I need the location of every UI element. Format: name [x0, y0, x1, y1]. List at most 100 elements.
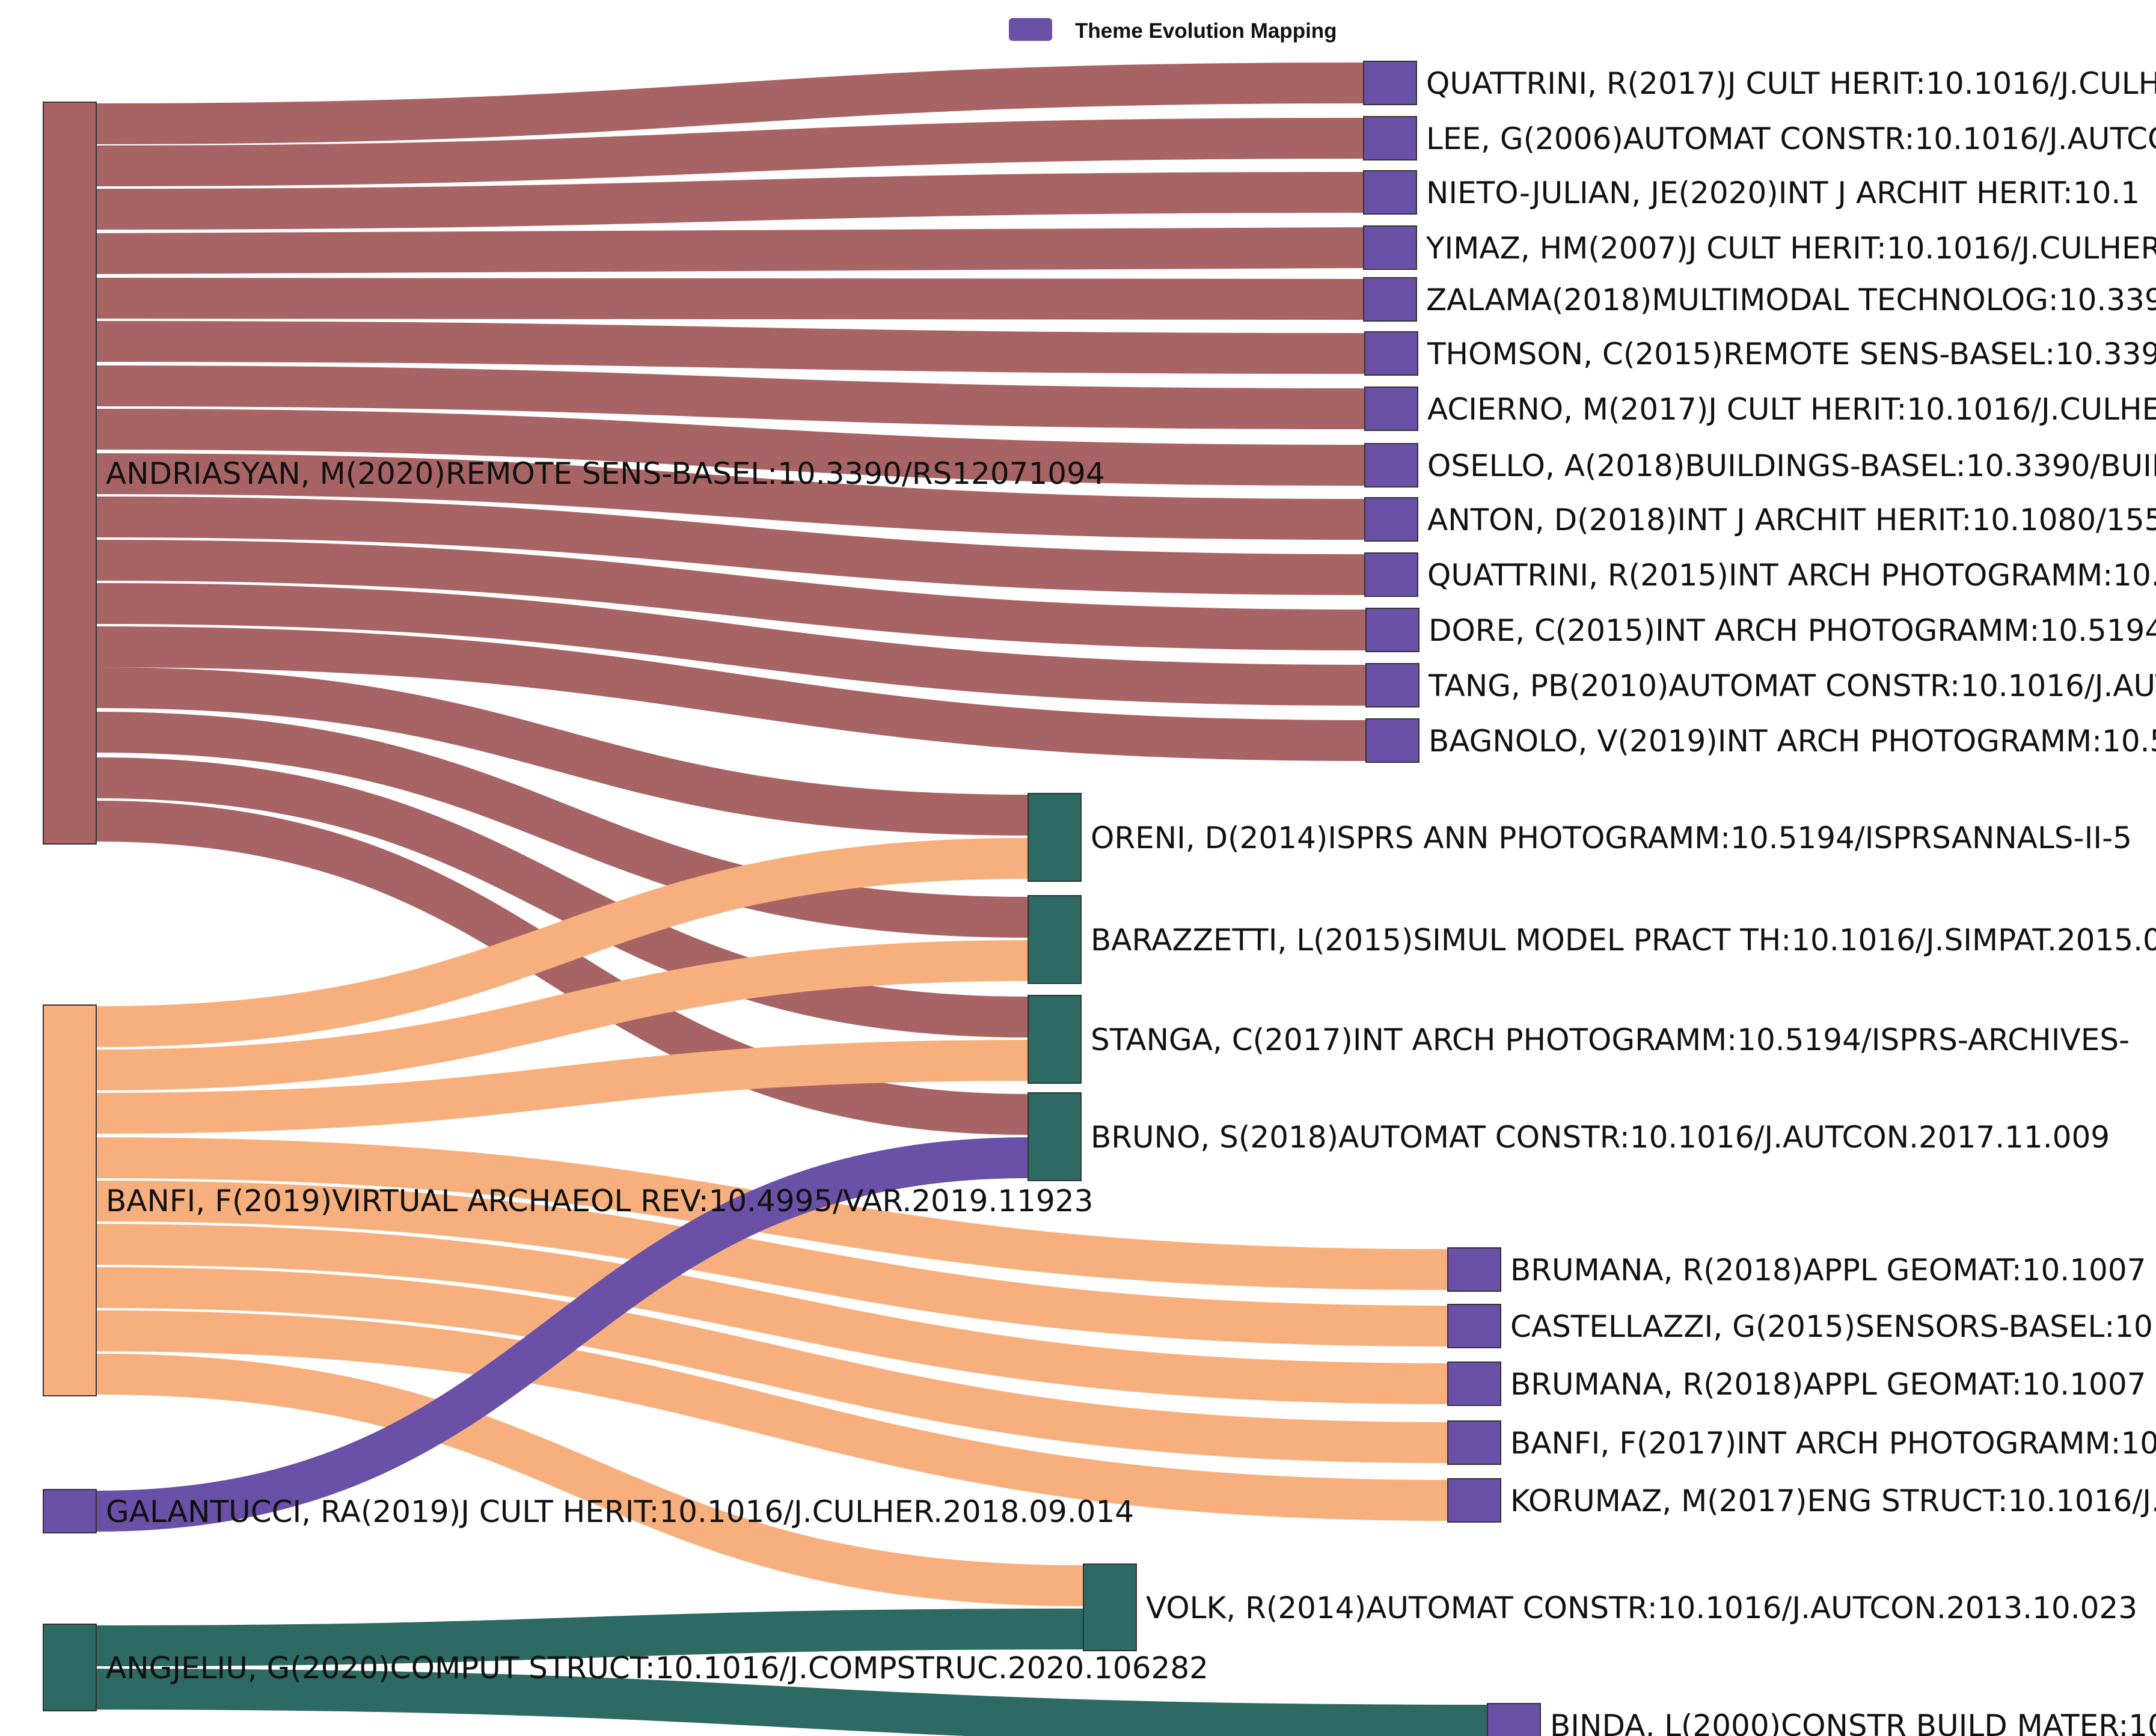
link-andriasyan-m1[interactable]: [96, 667, 1029, 836]
node-rect-v1[interactable]: [1083, 1563, 1137, 1651]
node-t12[interactable]: [1365, 663, 1419, 708]
node-t2[interactable]: [1363, 116, 1417, 160]
node-m2[interactable]: [1027, 895, 1082, 984]
node-rect-z1[interactable]: [1487, 1703, 1541, 1736]
node-andriasyan[interactable]: [43, 102, 97, 845]
node-rect-t6[interactable]: [1364, 331, 1418, 376]
node-b1[interactable]: [1447, 1247, 1501, 1292]
link-andriasyan-t4[interactable]: [96, 227, 1364, 274]
node-rect-t11[interactable]: [1365, 608, 1419, 652]
node-label-m2: BARAZZETTI, L(2015)SIMUL MODEL PRACT TH:…: [1091, 923, 2156, 958]
node-v1[interactable]: [1083, 1563, 1137, 1651]
node-rect-t12[interactable]: [1365, 663, 1419, 708]
link-banfi-m3[interactable]: [96, 1040, 1029, 1134]
node-label-t13: BAGNOLO, V(2019)INT ARCH PHOTOGRAMM:10.5…: [1429, 724, 2156, 759]
node-galantucci[interactable]: [43, 1489, 97, 1533]
node-b3[interactable]: [1447, 1362, 1501, 1406]
node-z1[interactable]: [1487, 1703, 1541, 1736]
node-angjeliu[interactable]: [43, 1624, 97, 1711]
node-rect-t3[interactable]: [1363, 170, 1417, 215]
node-rect-banfi[interactable]: [43, 1004, 97, 1396]
node-label-m4: BRUNO, S(2018)AUTOMAT CONSTR:10.1016/J.A…: [1091, 1120, 2110, 1155]
node-m4[interactable]: [1027, 1092, 1082, 1181]
node-rect-b4[interactable]: [1447, 1420, 1501, 1465]
nodes-layer: [43, 61, 1541, 1736]
node-m3[interactable]: [1027, 995, 1082, 1084]
link-banfi-m2[interactable]: [96, 940, 1029, 1090]
node-t3[interactable]: [1363, 170, 1417, 215]
link-andriasyan-m4[interactable]: [96, 801, 1029, 1135]
node-rect-t2[interactable]: [1363, 116, 1417, 160]
link-andriasyan-t5[interactable]: [96, 278, 1364, 320]
node-rect-m1[interactable]: [1027, 793, 1082, 882]
link-andriasyan-t12[interactable]: [96, 583, 1367, 706]
link-andriasyan-t9[interactable]: [96, 453, 1365, 540]
node-t6[interactable]: [1364, 331, 1418, 376]
node-t5[interactable]: [1363, 277, 1417, 322]
node-t1[interactable]: [1363, 61, 1417, 105]
link-banfi-b2[interactable]: [96, 1181, 1448, 1346]
link-banfi-b5[interactable]: [96, 1310, 1448, 1521]
link-andriasyan-m3[interactable]: [96, 757, 1029, 1038]
node-t13[interactable]: [1365, 718, 1419, 763]
node-t10[interactable]: [1364, 552, 1418, 597]
link-andriasyan-t8[interactable]: [96, 409, 1365, 486]
node-t11[interactable]: [1365, 608, 1419, 652]
link-andriasyan-t11[interactable]: [96, 540, 1367, 650]
node-rect-galantucci[interactable]: [43, 1489, 97, 1533]
node-rect-b2[interactable]: [1447, 1304, 1501, 1348]
node-rect-m3[interactable]: [1027, 995, 1082, 1084]
node-b5[interactable]: [1447, 1478, 1501, 1523]
node-rect-t13[interactable]: [1365, 718, 1419, 763]
node-label-b2: CASTELLAZZI, G(2015)SENSORS-BASEL:10.339…: [1510, 1309, 2156, 1344]
link-andriasyan-t7[interactable]: [96, 365, 1365, 429]
node-banfi[interactable]: [43, 1004, 97, 1396]
node-rect-m2[interactable]: [1027, 895, 1082, 984]
link-andriasyan-t1[interactable]: [96, 63, 1364, 144]
node-t4[interactable]: [1363, 225, 1417, 270]
node-rect-t8[interactable]: [1364, 443, 1418, 487]
link-banfi-b3[interactable]: [96, 1224, 1448, 1404]
node-label-b3: BRUMANA, R(2018)APPL GEOMAT:10.1007: [1510, 1367, 2146, 1402]
link-andriasyan-t6[interactable]: [96, 321, 1365, 374]
node-label-t4: YIMAZ, HM(2007)J CULT HERIT:10.1016/J.CU…: [1426, 231, 2156, 266]
legend-swatch[interactable]: [1009, 18, 1052, 41]
link-banfi-m1[interactable]: [96, 838, 1029, 1047]
link-banfi-v1[interactable]: [96, 1354, 1084, 1606]
link-galantucci-m4[interactable]: [96, 1137, 1029, 1532]
node-t9[interactable]: [1364, 497, 1418, 542]
node-t7[interactable]: [1364, 387, 1418, 431]
node-rect-angjeliu[interactable]: [43, 1624, 97, 1711]
link-andriasyan-t3[interactable]: [96, 172, 1364, 230]
node-label-t12: TANG, PB(2010)AUTOMAT CONSTR:10.1016/J.A…: [1428, 668, 2156, 703]
node-b4[interactable]: [1447, 1420, 1501, 1465]
node-rect-andriasyan[interactable]: [43, 102, 97, 845]
link-angjeliu-v1[interactable]: [96, 1609, 1084, 1666]
node-rect-b1[interactable]: [1447, 1247, 1501, 1292]
legend-label[interactable]: Theme Evolution Mapping: [1075, 19, 1337, 43]
node-b2[interactable]: [1447, 1304, 1501, 1348]
link-andriasyan-t13[interactable]: [96, 626, 1367, 761]
node-m1[interactable]: [1027, 793, 1082, 882]
node-label-m1: ORENI, D(2014)ISPRS ANN PHOTOGRAMM:10.51…: [1091, 821, 2132, 855]
node-label-t2: LEE, G(2006)AUTOMAT CONSTR:10.1016/J.AUT…: [1426, 121, 2156, 156]
link-andriasyan-m2[interactable]: [96, 712, 1029, 938]
node-rect-t9[interactable]: [1364, 497, 1418, 542]
node-rect-b5[interactable]: [1447, 1478, 1501, 1523]
link-angjeliu-z1[interactable]: [96, 1669, 1488, 1736]
node-rect-t5[interactable]: [1363, 277, 1417, 322]
node-label-t7: ACIERNO, M(2017)J CULT HERIT:10.1016/J.C…: [1427, 392, 2156, 427]
link-andriasyan-t10[interactable]: [96, 497, 1365, 595]
link-banfi-b4[interactable]: [96, 1267, 1448, 1463]
legend[interactable]: Theme Evolution Mapping: [1009, 18, 1337, 43]
node-t8[interactable]: [1364, 443, 1418, 487]
link-andriasyan-t2[interactable]: [96, 118, 1364, 186]
node-rect-b3[interactable]: [1447, 1362, 1501, 1406]
node-rect-t10[interactable]: [1364, 552, 1418, 597]
node-label-b4: BANFI, F(2017)INT ARCH PHOTOGRAMM:10.519…: [1510, 1426, 2156, 1461]
node-rect-t7[interactable]: [1364, 387, 1418, 431]
node-rect-m4[interactable]: [1027, 1092, 1082, 1181]
node-rect-t1[interactable]: [1363, 61, 1417, 105]
node-rect-t4[interactable]: [1363, 225, 1417, 270]
